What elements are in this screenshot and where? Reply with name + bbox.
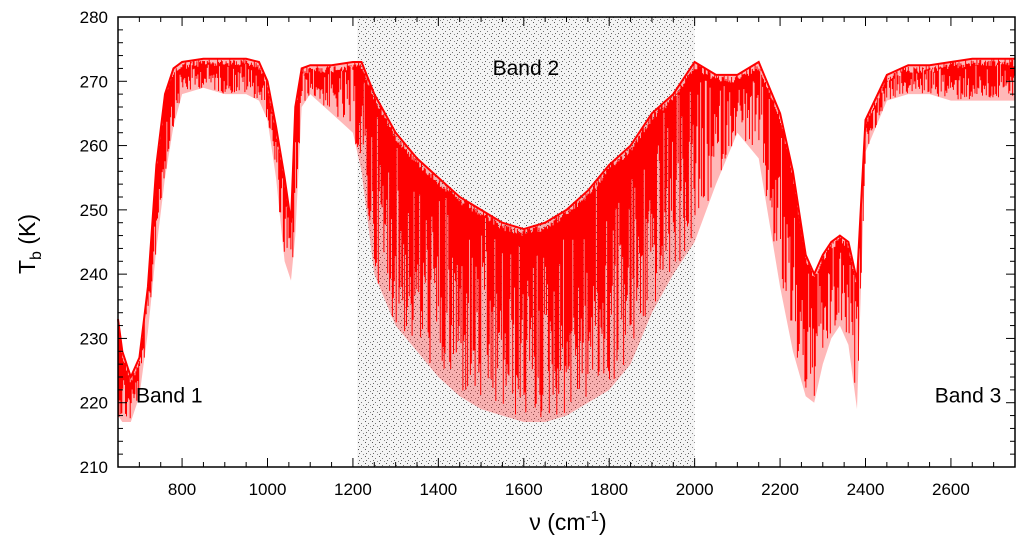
- x-tick-label: 1200: [334, 480, 372, 499]
- x-axis: 800 1000 1200 1400 1600 1800 2000 2200 2400 2600: [117, 17, 1016, 499]
- y-tick-label: 230: [80, 329, 108, 348]
- band-label: Band 1: [136, 385, 203, 408]
- x-axis-title: ν (cm-1): [529, 508, 606, 535]
- x-tick-label: 2000: [676, 480, 714, 499]
- y-tick-label: 280: [80, 8, 108, 27]
- x-tick-label: 800: [168, 480, 196, 499]
- y-tick-label: 250: [80, 201, 108, 220]
- x-tick-label: 1600: [505, 480, 543, 499]
- x-tick-label: 1000: [249, 480, 287, 499]
- spectrum-series: [117, 57, 1015, 423]
- y-axis: 210 220 230 240 250 260 270 280: [80, 8, 1015, 477]
- band-annotations: Band 1 Band 2 Band 3: [136, 57, 1001, 408]
- y-tick-label: 240: [80, 265, 108, 284]
- x-tick-label: 2200: [761, 480, 799, 499]
- x-tick-label: 1400: [419, 480, 457, 499]
- x-tick-label: 2400: [847, 480, 885, 499]
- x-tick-label: 1800: [590, 480, 628, 499]
- x-tick-label: 2600: [932, 480, 970, 499]
- band-label: Band 2: [493, 57, 560, 80]
- y-tick-label: 260: [80, 137, 108, 156]
- series-upper-envelope: [117, 57, 1015, 380]
- y-tick-label: 220: [80, 394, 108, 413]
- y-tick-label: 210: [80, 458, 108, 477]
- band-label: Band 3: [935, 385, 1002, 408]
- y-tick-label: 270: [80, 72, 108, 91]
- y-axis-title: Tb (K): [14, 214, 45, 274]
